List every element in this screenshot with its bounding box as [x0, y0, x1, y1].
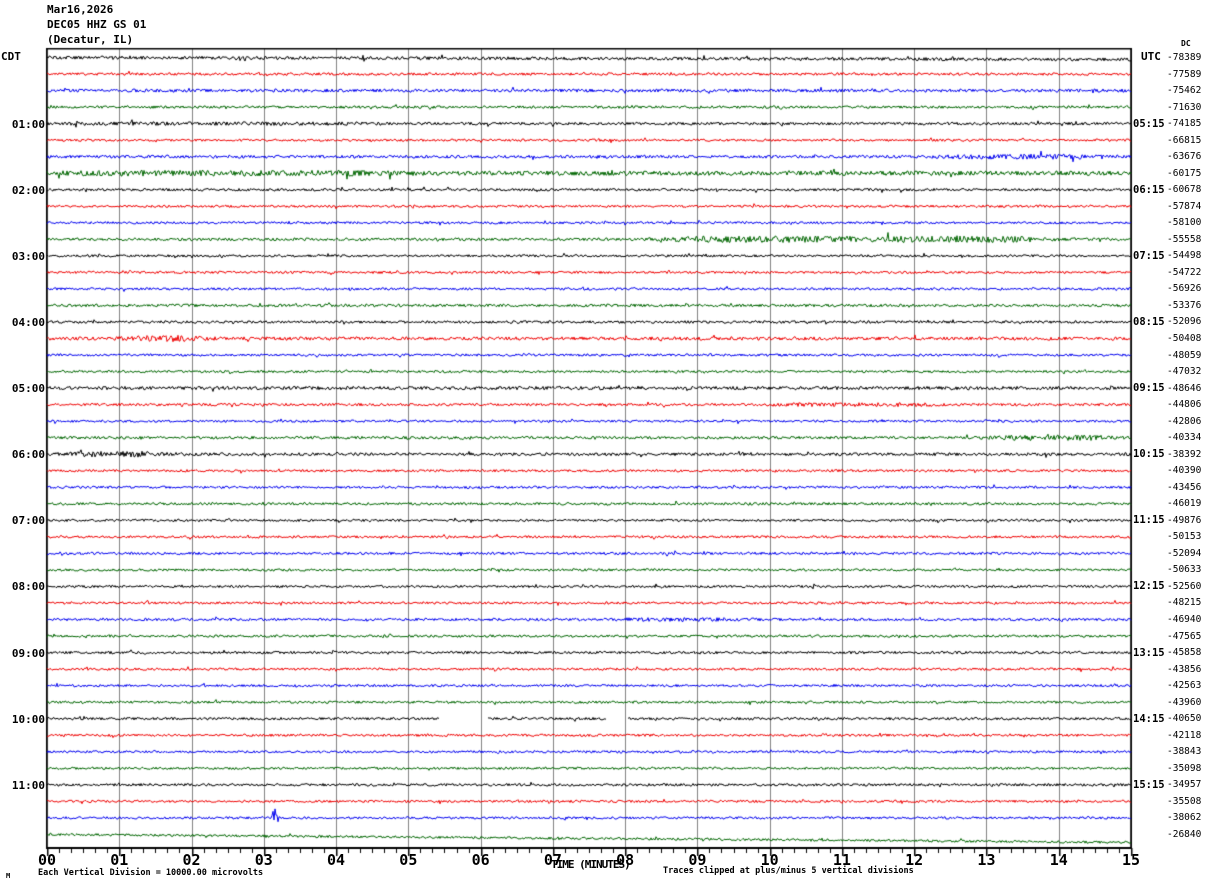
title-block: Mar16,2026 DEC05 HHZ GS 01 (Decatur, IL) [47, 2, 146, 47]
utc-label-09:15: 09:15 [1133, 382, 1165, 395]
dc-value-row-47: -26840 [1167, 828, 1202, 840]
x-axis-label-11: 11 [832, 851, 851, 869]
utc-label-06:15: 06:15 [1133, 183, 1165, 196]
hour-label-07:00: 07:00 [11, 514, 45, 528]
dc-value-row-25: -40390 [1167, 465, 1202, 477]
x-axis-label-09: 09 [688, 851, 707, 869]
dc-value-row-10: -58100 [1167, 217, 1202, 229]
dc-value-row-0: -78389 [1167, 52, 1202, 63]
x-axis-label-10: 10 [760, 851, 779, 869]
dc-value-row-4: -74185 [1167, 118, 1202, 130]
dc-value-row-8: -60678 [1167, 184, 1202, 196]
dc-value-row-17: -50408 [1167, 333, 1202, 344]
dc-value-row-27: -46019 [1167, 498, 1202, 510]
title-station: DEC05 HHZ GS 01 [47, 18, 147, 31]
hour-label-08:00: 08:00 [11, 580, 45, 594]
dc-value-row-33: -48215 [1167, 597, 1202, 609]
utc-label-07:15: 07:15 [1133, 249, 1165, 262]
x-axis-label-15: 15 [1121, 851, 1141, 869]
utc-label-08:15: 08:15 [1133, 315, 1165, 328]
dc-value-row-13: -54722 [1167, 266, 1202, 278]
dc-value-row-35: -47565 [1167, 630, 1202, 642]
timezone-left-label: CDT [1, 50, 21, 63]
x-axis-label-08: 08 [616, 851, 635, 869]
dc-value-row-21: -44806 [1167, 399, 1202, 411]
dc-value-row-11: -55558 [1167, 233, 1202, 245]
dc-value-row-6: -63676 [1167, 151, 1202, 163]
hour-label-06:00: 06:00 [11, 448, 45, 462]
dc-value-row-38: -42563 [1167, 680, 1202, 692]
clip-note: Traces clipped at plus/minus 5 vertical … [663, 866, 914, 876]
utc-label-11:15: 11:15 [1133, 514, 1165, 527]
dc-value-row-12: -54498 [1167, 250, 1202, 262]
dc-value-row-3: -71630 [1167, 101, 1202, 113]
dc-value-row-2: -75462 [1167, 85, 1202, 97]
scale-note: Each Vertical Division = 10000.00 microv… [38, 868, 264, 878]
dc-value-row-14: -56926 [1167, 283, 1202, 295]
utc-label-10:15: 10:15 [1133, 448, 1165, 461]
dc-value-row-18: -48059 [1167, 349, 1202, 361]
dc-value-row-46: -38062 [1167, 812, 1202, 824]
dc-value-row-30: -52094 [1167, 547, 1202, 559]
dc-value-row-7: -60175 [1167, 167, 1202, 179]
dc-value-row-42: -38843 [1167, 746, 1202, 758]
x-axis-label-07: 07 [543, 851, 562, 869]
timezone-right-label: UTC [1141, 50, 1161, 63]
dc-value-row-1: -77589 [1167, 68, 1202, 80]
hour-label-01:00: 01:00 [11, 117, 45, 131]
dc-value-row-24: -38392 [1167, 448, 1202, 460]
x-axis-label-06: 06 [471, 851, 490, 869]
x-axis-label-14: 14 [1049, 851, 1068, 869]
hour-label-04:00: 04:00 [11, 315, 45, 329]
utc-label-13:15: 13:15 [1133, 646, 1165, 659]
dc-value-row-5: -66815 [1167, 134, 1202, 146]
x-axis-label-12: 12 [905, 851, 924, 869]
x-axis-label-01: 01 [110, 851, 129, 869]
dc-value-row-43: -35098 [1167, 762, 1202, 774]
utc-label-05:15: 05:15 [1133, 117, 1165, 130]
dc-value-row-41: -42118 [1167, 729, 1202, 741]
dc-value-row-9: -57874 [1167, 200, 1202, 212]
corner-mark: M [6, 872, 11, 880]
utc-label-15:15: 15:15 [1133, 778, 1165, 791]
dc-value-row-34: -46940 [1167, 614, 1202, 626]
hour-label-02:00: 02:00 [11, 183, 45, 197]
hour-label-09:00: 09:00 [11, 646, 45, 660]
x-axis-label-04: 04 [327, 851, 346, 869]
dc-column-header: DC [1181, 39, 1191, 48]
dc-value-row-20: -48646 [1167, 382, 1202, 394]
hour-label-11:00: 11:00 [11, 778, 45, 792]
dc-value-row-37: -43856 [1167, 663, 1202, 675]
title-location: (Decatur, IL) [47, 33, 134, 46]
hour-label-05:00: 05:00 [11, 382, 45, 396]
x-axis-label-05: 05 [399, 851, 418, 869]
utc-label-12:15: 12:15 [1133, 580, 1165, 593]
dc-value-row-22: -42806 [1167, 415, 1202, 427]
dc-value-row-44: -34957 [1167, 779, 1202, 791]
dc-value-row-36: -45858 [1167, 647, 1202, 659]
dc-value-row-15: -53376 [1167, 299, 1202, 311]
hour-label-03:00: 03:00 [11, 249, 45, 263]
dc-value-row-23: -40334 [1167, 432, 1202, 444]
dc-value-row-40: -40650 [1167, 713, 1202, 725]
dc-value-row-32: -52560 [1167, 580, 1202, 592]
dc-value-row-19: -47032 [1167, 366, 1202, 378]
dc-value-row-26: -43456 [1167, 481, 1202, 493]
hour-label-10:00: 10:00 [11, 712, 45, 726]
dc-value-row-16: -52096 [1167, 316, 1202, 328]
x-axis-label-03: 03 [254, 851, 273, 869]
dc-value-row-31: -50633 [1167, 564, 1202, 576]
dc-value-row-39: -43960 [1167, 696, 1202, 708]
dc-value-row-45: -35508 [1167, 795, 1202, 807]
x-axis-title: TIME (MINUTES) [551, 858, 631, 871]
x-axis-label-13: 13 [977, 851, 996, 869]
dc-value-row-29: -50153 [1167, 531, 1202, 543]
dc-value-row-28: -49876 [1167, 514, 1202, 526]
utc-label-14:15: 14:15 [1133, 712, 1165, 725]
title-date: Mar16,2026 [47, 3, 114, 16]
x-axis-label-02: 02 [182, 851, 201, 869]
x-axis-label-00: 00 [37, 851, 57, 869]
